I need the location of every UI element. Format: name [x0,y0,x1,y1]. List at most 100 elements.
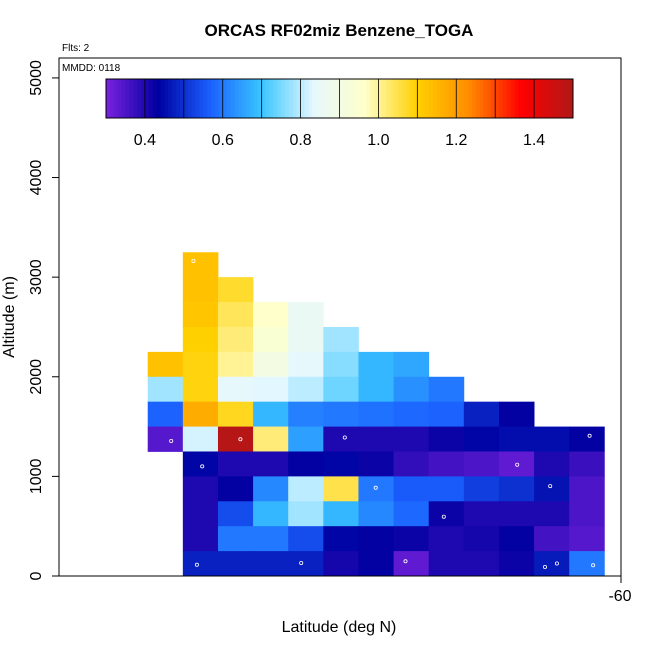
colorbar-segment [323,79,329,118]
heatmap-cell [253,476,289,502]
heatmap-cell [569,476,605,502]
heatmap-cell [217,277,254,303]
heatmap-cell [498,526,535,552]
colorbar-segment [218,79,224,118]
heatmap-cell [253,526,289,552]
colorbar-segment [296,79,302,118]
heatmap-cell [217,526,254,552]
heatmap-cell [288,376,324,403]
heatmap-cell [182,501,219,527]
heatmap-cell [393,501,430,527]
colorbar-segment [253,79,259,118]
colorbar-segment [168,79,173,118]
colorbar-segment [288,79,294,118]
heatmap-cell [217,476,254,502]
colorbar-segment [137,79,142,118]
heatmap-cell [182,526,219,552]
heatmap-cell [358,501,394,527]
heatmap-cell [323,551,359,577]
colorbar-segment [561,79,566,118]
colorbar-segment [397,79,403,118]
colorbar-segment [242,79,247,118]
colorbar-segment [246,79,251,118]
sample-marker [403,559,408,564]
colorbar-segment [312,79,317,118]
sample-marker [191,258,196,263]
colorbar-frame [105,78,574,119]
heatmap-cell [498,401,535,427]
colorbar-segment [327,79,333,118]
colorbar-segment [452,79,457,118]
colorbar-segment [195,79,200,118]
heatmap-cell [463,426,500,452]
colorbar-segment [226,79,232,118]
colorbar-segment [300,79,305,118]
colorbar-segment [179,79,185,118]
heatmap-cell [498,476,535,502]
colorbar-segment [456,79,461,118]
colorbar-segment [211,79,216,118]
colorbar-segment [129,79,134,118]
heatmap-cell [323,426,359,452]
sample-marker [169,438,174,443]
colorbar-segment [378,79,383,118]
colorbar-segment [355,79,360,118]
colorbar-segment [160,79,165,118]
colorbar-segment [510,79,516,118]
colorbar-segment [207,79,212,118]
colorbar-segment [471,79,477,118]
heatmap-cell [393,551,430,577]
heatmap-cell [217,376,254,403]
colorbar-segment [261,79,267,118]
heatmap-cell [253,376,289,403]
colorbar-segment [421,79,426,118]
heatmap-cell [217,501,254,527]
colorbar-segment [549,79,555,118]
colorbar-segment [109,79,115,118]
colorbar-segment [308,79,313,118]
heatmap-cell [288,302,324,328]
colorbar-segment [425,79,430,118]
flights-note: Flts: 2 [62,43,90,54]
colorbar-segment [133,79,138,118]
colorbar-segment [553,79,558,118]
heatmap-cell [288,451,324,477]
heatmap-cells [147,252,605,577]
heatmap-cell [217,451,254,477]
colorbar-segment [214,79,220,118]
colorbar-segment [444,79,449,118]
colorbar-segment [347,79,352,118]
colorbar-segment [366,79,372,118]
heatmap-cell [217,302,254,328]
heatmap-cell [358,451,394,477]
colorbar-segment [499,79,504,118]
colorbar-segment [199,79,204,118]
colorbar-tick-label: 1.2 [445,132,467,149]
heatmap-cell [428,376,465,403]
heatmap-cell [253,551,289,577]
colorbar-segment [467,79,473,118]
heatmap-cell [182,401,219,427]
colorbar-segment [460,79,465,118]
heatmap-cell [323,376,359,403]
heatmap-cell [569,426,605,452]
heatmap-cell [358,526,394,552]
heatmap-cell [534,501,570,527]
heatmap-cell [428,526,465,552]
colorbar-segment [541,79,547,118]
heatmap-cell [393,426,430,452]
heatmap-cell [288,426,324,452]
colorbar-segment [183,79,189,118]
colorbar-segment [144,79,150,118]
heatmap-cell [463,551,500,577]
heatmap-cell [393,351,430,378]
colorbar-segment [405,79,411,118]
heatmap-cell [498,501,535,527]
colorbar-segment [117,79,123,118]
heatmap-cell [253,426,289,452]
colorbar-segment [222,79,228,118]
heatmap-cell [288,476,324,502]
colorbar-segment [569,79,574,118]
x-tick-label: -60 [608,588,631,605]
